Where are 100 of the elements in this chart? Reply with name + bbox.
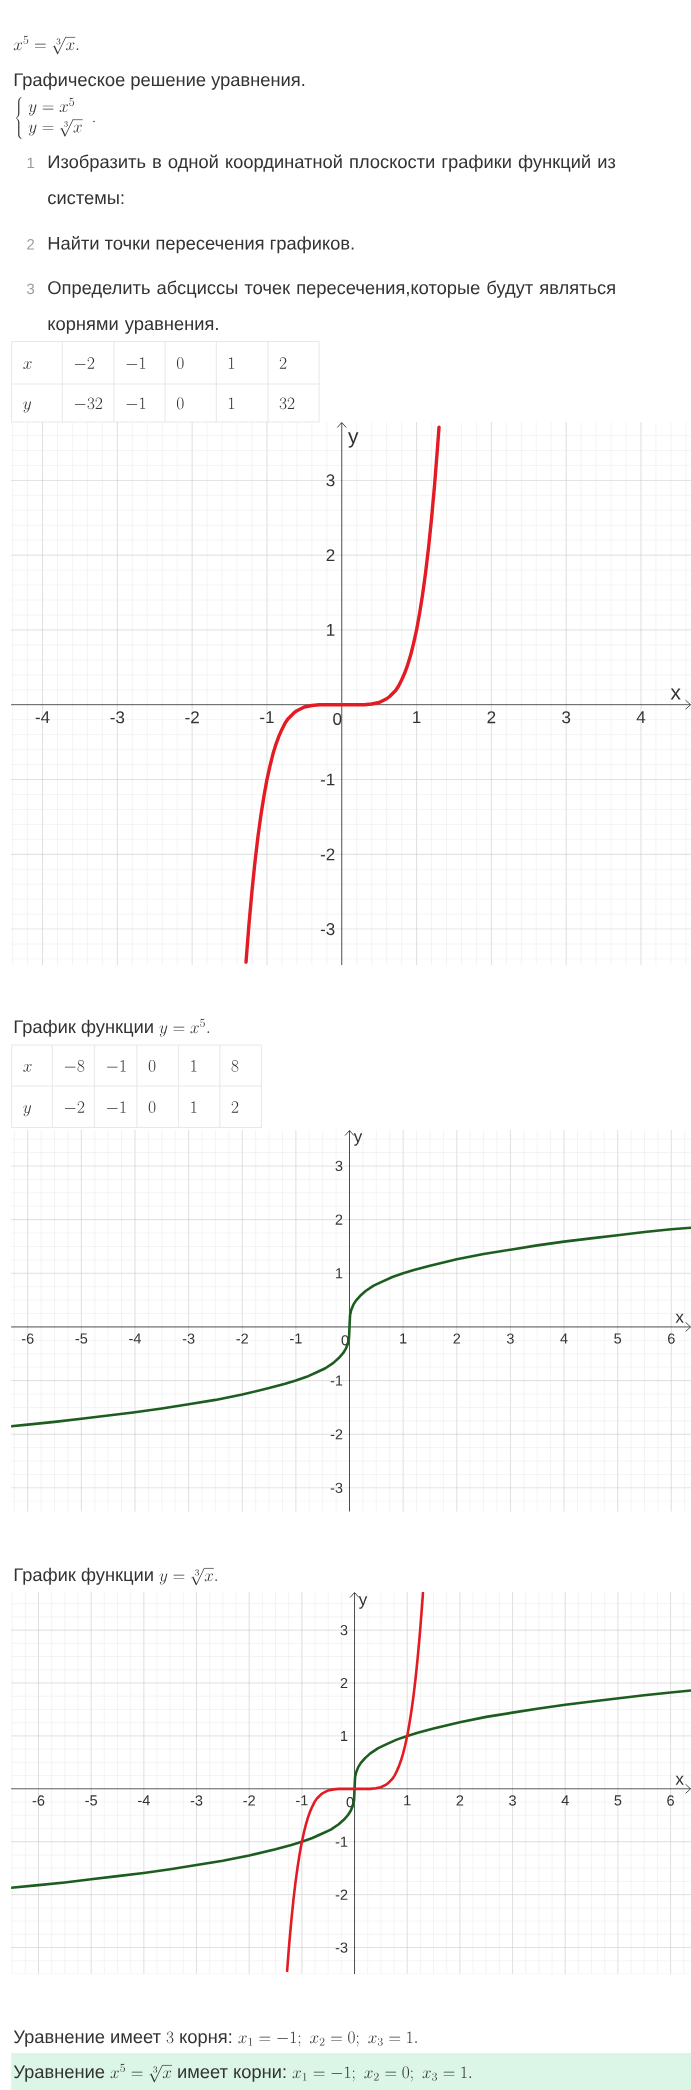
text: корня:: [180, 2033, 232, 2047]
text: $0$: [148, 1101, 156, 1114]
y-tick-label: -2: [320, 848, 335, 861]
x-tick-label: -2: [236, 1333, 248, 1344]
x-tick-label: -3: [110, 711, 125, 724]
x-tick-label: 1: [400, 1333, 407, 1344]
text: График функции: [14, 1019, 153, 1037]
text: $32$: [279, 397, 295, 410]
text: $x^5 = \sqrt[3]{x}$: [110, 2063, 172, 2083]
text: $-1$: [106, 1060, 126, 1072]
y-tick-label: -1: [320, 773, 335, 786]
x-axis-title: x: [675, 1313, 684, 1323]
text: $0$: [148, 1060, 156, 1072]
x-tick-label: -2: [243, 1795, 255, 1806]
x-tick-label: -5: [85, 1795, 97, 1806]
x-tick-label: 2: [453, 1333, 461, 1344]
y-tick-label: -3: [330, 1482, 343, 1494]
text: $0$: [176, 357, 184, 370]
y-tick-label: 1: [335, 1268, 343, 1279]
text: имеет корни:: [178, 2068, 286, 2082]
text: $x_1 = -1;\ x_2 = 0;\ x_3 = 1.$: [238, 2031, 417, 2047]
x-tick-label: 6: [667, 1333, 675, 1344]
x-tick-label: -2: [185, 711, 199, 724]
x-tick-label: -6: [32, 1795, 45, 1806]
text: $-32$: [74, 397, 103, 410]
text: $1$: [191, 1060, 197, 1072]
x-tick-label: 1: [404, 1795, 411, 1806]
text: $x$: [23, 361, 32, 369]
x-tick-label: 3: [509, 1795, 516, 1806]
y-tick-label: 3: [326, 474, 335, 487]
x-tick-label: 2: [456, 1795, 464, 1806]
text: 2: [27, 239, 34, 250]
text: $y$: [23, 1105, 32, 1117]
text: $0$: [176, 397, 184, 410]
x-tick-label: 5: [614, 1795, 622, 1806]
text: Определить абсциссы точек пересечения,которые будут являться корнями уравнения.: [48, 280, 615, 334]
text: $-2$: [64, 1101, 85, 1113]
x-tick-label: 1: [413, 711, 421, 723]
y-tick-label: 1: [340, 1730, 348, 1741]
text: $y = \sqrt[3]{x}.$: [159, 1568, 217, 1586]
x-axis-title: x: [675, 1775, 684, 1785]
text: $x^5 = \sqrt[3]{x}.$: [13, 35, 79, 55]
text: 3: [26, 283, 35, 295]
y-tick-label: 2: [335, 1214, 343, 1225]
y-tick-label: 3: [335, 1160, 343, 1172]
y-tick-label: -2: [330, 1429, 343, 1440]
y-tick-label: 1: [327, 624, 335, 636]
x-tick-label: 4: [636, 711, 646, 723]
text: Изобразить в одной координатной плоскости графики функций из системы:: [48, 154, 616, 205]
text: 1: [27, 157, 34, 168]
text: $-2$: [74, 357, 95, 369]
y-axis-title: y: [358, 1596, 368, 1609]
text: Уравнение: [13, 2065, 105, 2082]
x-tick-label: 3: [506, 1333, 514, 1344]
y-axis-title: y: [347, 432, 359, 448]
text: $\left\{\begin{array}{l} y = x^5 \\ y = \sqrt[3]{x} \end{array}\right. .$: [15, 97, 95, 140]
text: $-1$: [126, 397, 146, 410]
y-tick-label: -3: [320, 923, 335, 936]
text: $y = x^5.$: [159, 1018, 210, 1037]
x-tick-label: 2: [487, 711, 496, 724]
text: $x_1 = -1;\ x_2 = 0;\ x_3 = 1.$: [292, 2066, 472, 2082]
text: $1$: [228, 397, 235, 410]
y-tick-label: 3: [340, 1624, 348, 1636]
x-tick-label: 4: [560, 1333, 568, 1344]
y-axis-title: y: [353, 1133, 363, 1146]
x-tick-label: 5: [614, 1333, 622, 1344]
text: $2$: [279, 357, 287, 369]
x-tick-label: -4: [138, 1795, 150, 1806]
text: $-1$: [106, 1101, 126, 1113]
text: $x$: [23, 1063, 32, 1072]
x-tick-label: -4: [129, 1333, 141, 1344]
x-tick-label: -1: [260, 711, 274, 723]
text: $-1$: [126, 357, 146, 369]
y-tick-label: -1: [335, 1836, 348, 1847]
x-tick-label: -1: [296, 1795, 308, 1806]
x-tick-label: -5: [75, 1333, 88, 1344]
x-tick-label: -4: [35, 711, 50, 723]
y-tick-label: 2: [326, 549, 335, 562]
text: Найти точки пересечения графиков.: [48, 235, 354, 254]
x-tick-label: 4: [561, 1795, 569, 1806]
y-tick-label: -2: [335, 1889, 348, 1900]
y-tick-label: -3: [335, 1942, 348, 1953]
text: Графическое решение уравнения.: [14, 72, 305, 90]
x-tick-label: 6: [667, 1795, 674, 1806]
text: $2$: [231, 1101, 239, 1113]
text: $3$: [166, 2031, 174, 2044]
y-tick-label: 2: [340, 1677, 348, 1689]
text: $y$: [23, 401, 32, 413]
text: $1$: [228, 357, 235, 369]
x-tick-label: 3: [562, 711, 571, 724]
x-tick-label: -3: [182, 1333, 195, 1344]
x-tick-label: -1: [290, 1333, 302, 1344]
y-tick-label: -1: [330, 1375, 343, 1386]
x-tick-label: -6: [21, 1333, 34, 1344]
text: График функции: [14, 1567, 153, 1585]
text: $1$: [191, 1101, 197, 1113]
x-tick-label: -3: [190, 1795, 203, 1806]
text: $8$: [231, 1060, 239, 1072]
text: Уравнение имеет: [13, 2030, 161, 2047]
x-axis-title: x: [670, 688, 681, 700]
